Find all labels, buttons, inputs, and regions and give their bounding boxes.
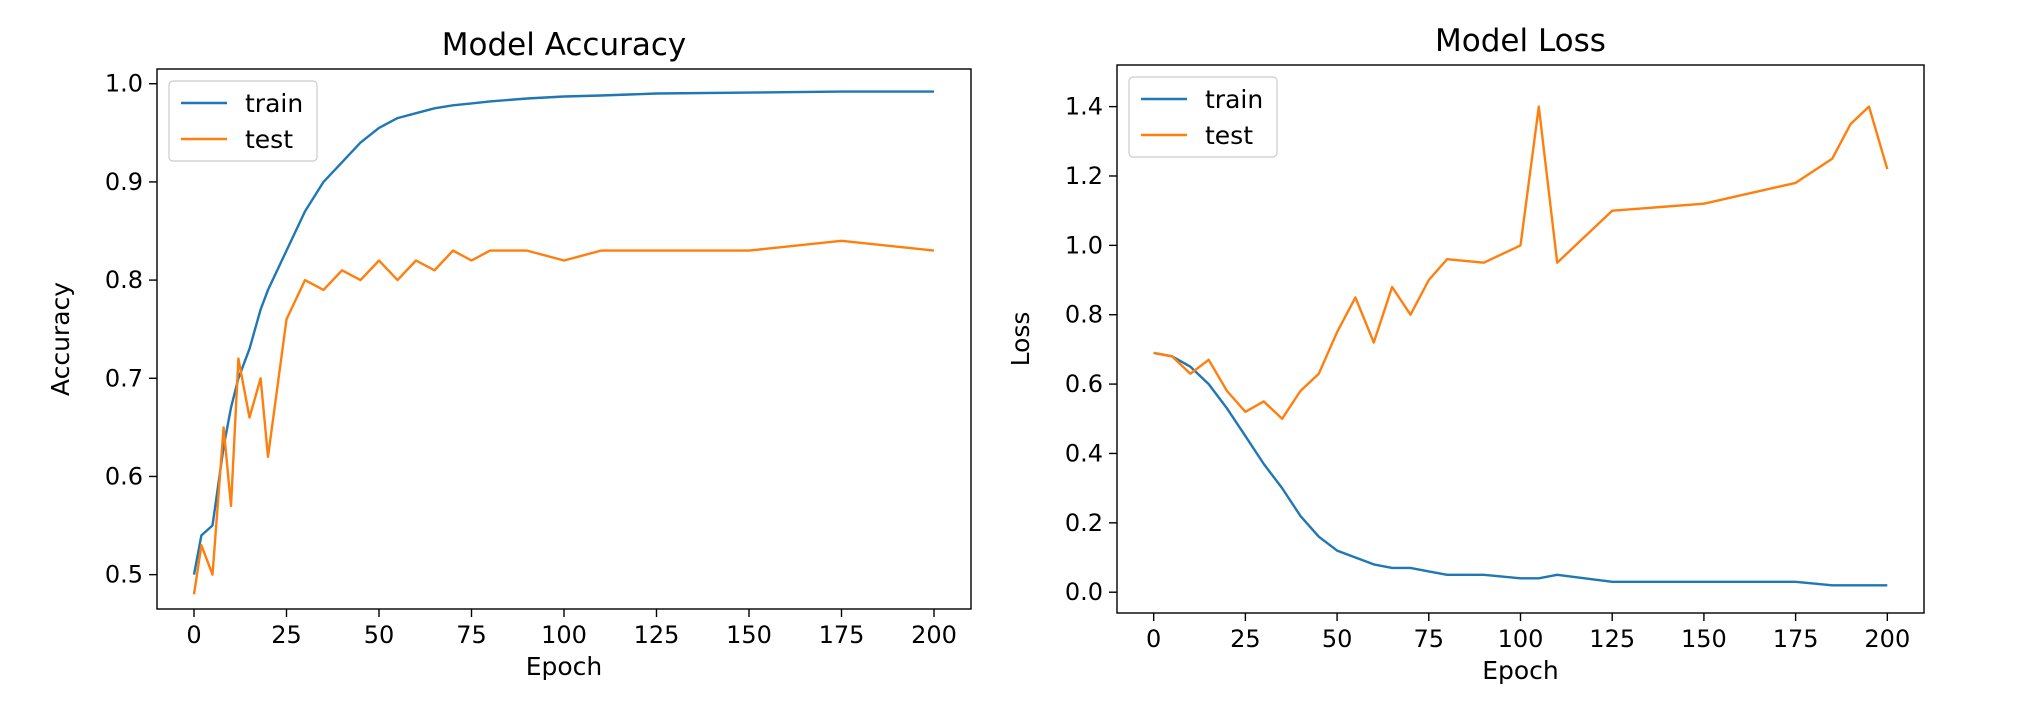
- loss-chart-title: Model Loss: [1435, 23, 1606, 59]
- accuracy-x-tick-label: 25: [271, 621, 302, 649]
- accuracy-legend: train test: [168, 80, 318, 162]
- accuracy-x-tick-label: 0: [186, 621, 201, 649]
- loss-y-tick-label: 0.2: [1065, 509, 1103, 537]
- accuracy-x-tick-label: 75: [456, 621, 487, 649]
- accuracy-chart: Model Accuracy 0 25 50 75 100 125 150 175 200 0.…: [46, 27, 972, 681]
- loss-x-tick-label: 100: [1498, 625, 1544, 653]
- accuracy-chart-title: Model Accuracy: [442, 27, 686, 63]
- accuracy-x-tick-label: 200: [911, 621, 957, 649]
- loss-x-ticks: 0 25 50 75 100 125 150 175 200: [1146, 613, 1910, 653]
- loss-line-test: [1153, 105, 1889, 420]
- loss-line-train: [1153, 351, 1888, 587]
- accuracy-x-tick-label: 50: [364, 621, 395, 649]
- loss-y-tick-label: 0.0: [1065, 578, 1103, 606]
- loss-y-axis-label: Loss: [1006, 312, 1035, 367]
- accuracy-x-axis-label: Epoch: [526, 652, 603, 681]
- accuracy-y-tick-label: 0.7: [105, 364, 143, 392]
- accuracy-y-tick-label: 1.0: [105, 70, 143, 98]
- loss-y-tick-label: 1.2: [1065, 162, 1103, 190]
- loss-x-tick-label: 0: [1146, 625, 1161, 653]
- accuracy-plot-frame: [156, 68, 972, 610]
- accuracy-y-ticks: 0.5 0.6 0.7 0.8 0.9 1.0: [105, 70, 157, 589]
- loss-y-ticks: 0.0 0.2 0.4 0.6 0.8 1.0 1.2 1.4: [1065, 93, 1117, 606]
- loss-chart: Model Loss 0 25 50 75 100 125 150 175 200 0.0 0.2…: [1006, 23, 1925, 685]
- loss-x-axis-label: Epoch: [1482, 656, 1559, 685]
- loss-x-tick-label: 125: [1589, 625, 1635, 653]
- loss-legend-label-train: train: [1205, 85, 1263, 114]
- loss-y-tick-label: 0.6: [1065, 370, 1103, 398]
- loss-x-tick-label: 200: [1864, 625, 1910, 653]
- accuracy-y-axis-label: Accuracy: [46, 282, 75, 396]
- accuracy-legend-box: [168, 80, 318, 162]
- loss-plot-frame: [1116, 64, 1925, 614]
- loss-x-tick-label: 25: [1230, 625, 1261, 653]
- loss-y-tick-label: 1.0: [1065, 231, 1103, 259]
- accuracy-legend-label-train: train: [245, 89, 303, 118]
- loss-legend: train test: [1128, 76, 1278, 158]
- loss-y-tick-label: 0.8: [1065, 301, 1103, 329]
- loss-y-tick-label: 1.4: [1065, 93, 1103, 121]
- accuracy-y-tick-label: 0.9: [105, 168, 143, 196]
- accuracy-y-tick-label: 0.6: [105, 462, 143, 490]
- accuracy-x-tick-label: 175: [819, 621, 865, 649]
- loss-x-tick-label: 150: [1681, 625, 1727, 653]
- loss-x-tick-label: 75: [1414, 625, 1445, 653]
- accuracy-lines: [192, 90, 935, 595]
- loss-legend-box: [1128, 76, 1278, 158]
- loss-x-tick-label: 175: [1773, 625, 1819, 653]
- accuracy-y-tick-label: 0.8: [105, 266, 143, 294]
- loss-y-tick-label: 0.4: [1065, 439, 1103, 467]
- accuracy-x-tick-label: 150: [726, 621, 772, 649]
- accuracy-y-tick-label: 0.5: [105, 561, 143, 589]
- accuracy-line-test: [192, 239, 935, 595]
- accuracy-x-tick-label: 125: [634, 621, 680, 649]
- loss-legend-label-test: test: [1205, 121, 1253, 150]
- accuracy-x-ticks: 0 25 50 75 100 125 150 175 200: [186, 609, 957, 649]
- accuracy-line-train: [192, 90, 934, 575]
- accuracy-x-tick-label: 100: [541, 621, 587, 649]
- loss-lines: [1153, 105, 1889, 587]
- loss-x-tick-label: 50: [1322, 625, 1353, 653]
- accuracy-legend-label-test: test: [245, 125, 293, 154]
